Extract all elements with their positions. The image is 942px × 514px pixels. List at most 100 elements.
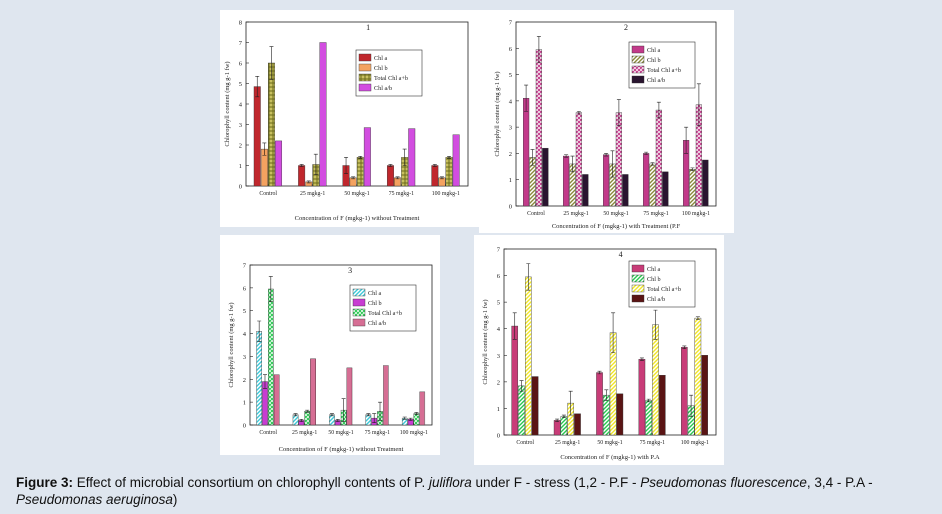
y-tick-label: 1 bbox=[243, 400, 246, 407]
bar-1-2 bbox=[562, 155, 570, 207]
bar-2-2 bbox=[560, 416, 568, 436]
legend-swatch bbox=[631, 294, 645, 303]
bar-3-3 bbox=[615, 112, 623, 207]
error-bar bbox=[561, 414, 566, 419]
y-tick-label: 4 bbox=[509, 98, 513, 105]
caption-text-b: under F - stress (1,2 - P.F - bbox=[471, 475, 641, 490]
legend-entry: Total Chl a+b bbox=[374, 75, 408, 82]
bar-3-1 bbox=[268, 62, 275, 187]
error-bar bbox=[344, 157, 349, 174]
legend-entry: Chl b bbox=[368, 300, 382, 307]
legend-swatch bbox=[631, 45, 645, 54]
y-tick-label: 3 bbox=[239, 122, 242, 129]
error-bar bbox=[402, 416, 407, 420]
y-tick-label: 7 bbox=[243, 263, 247, 270]
bar-3-1 bbox=[525, 276, 532, 436]
error-bar bbox=[378, 401, 383, 421]
bar-4-5 bbox=[452, 134, 460, 187]
error-bar bbox=[262, 142, 267, 156]
legend-entry: Chl a/b bbox=[647, 77, 665, 84]
y-tick-label: 1 bbox=[497, 406, 500, 413]
figure-caption: Figure 3: Effect of microbial consortium… bbox=[16, 474, 936, 508]
bar-1-1 bbox=[523, 98, 530, 207]
error-bar bbox=[257, 320, 262, 342]
bar-4-1 bbox=[542, 147, 549, 207]
bar-4-2 bbox=[310, 358, 316, 426]
error-bar bbox=[447, 155, 452, 159]
x-tick-label: Control bbox=[259, 191, 277, 197]
y-tick-label: 2 bbox=[243, 377, 246, 384]
legend-entry: Total Chl a+b bbox=[647, 67, 681, 74]
bar-3-4 bbox=[652, 324, 659, 436]
bar-4-3 bbox=[622, 174, 629, 207]
x-tick-label: 75 mgkg-1 bbox=[365, 430, 390, 436]
bar-3-5 bbox=[413, 413, 420, 426]
y-tick-label: 6 bbox=[239, 61, 243, 68]
bar-3-5 bbox=[445, 157, 453, 187]
error-bar bbox=[335, 418, 340, 422]
bar-1-2 bbox=[292, 414, 299, 426]
bar-1-5 bbox=[431, 165, 439, 187]
x-tick-label: 100 mgkg-1 bbox=[432, 191, 460, 197]
error-bar bbox=[524, 84, 529, 112]
legend-entry: Chl a bbox=[647, 266, 660, 273]
bar-3-1 bbox=[535, 49, 543, 207]
caption-pf: Pseudomonas fluorescence bbox=[640, 475, 807, 490]
y-tick-label: 0 bbox=[497, 433, 500, 440]
bar-4-4 bbox=[408, 128, 416, 187]
x-tick-label: Control bbox=[527, 211, 545, 217]
error-bar bbox=[341, 398, 346, 422]
error-bar bbox=[604, 389, 609, 401]
y-tick-label: 6 bbox=[509, 46, 513, 53]
y-tick-label: 0 bbox=[239, 184, 242, 191]
x-axis-label: Concentration of F (mgkg-1) with P.A bbox=[560, 454, 660, 461]
error-bar bbox=[519, 380, 524, 392]
legend-swatch bbox=[352, 308, 366, 317]
legend-entry: Chl a/b bbox=[368, 320, 386, 327]
bar-4-5 bbox=[702, 159, 709, 207]
caption-text-d: ) bbox=[172, 492, 178, 507]
error-bar bbox=[526, 263, 531, 291]
bar-4-1 bbox=[275, 140, 283, 187]
caption-label: Figure 3: bbox=[16, 475, 74, 490]
caption-pa: Pseudomonas aeruginosa bbox=[16, 492, 173, 507]
bar-2-4 bbox=[649, 163, 656, 207]
legend-entry: Total Chl a+b bbox=[647, 286, 681, 293]
error-bar bbox=[536, 36, 541, 64]
error-bar bbox=[305, 409, 310, 413]
y-tick-label: 4 bbox=[239, 102, 243, 109]
caption-text-c: , 3,4 - P.A - bbox=[806, 475, 873, 490]
bar-3-1 bbox=[268, 288, 274, 426]
x-tick-label: 25 mgkg-1 bbox=[555, 440, 580, 446]
y-tick-label: 3 bbox=[497, 353, 500, 360]
y-axis-label: Chlorophyll content (mg g-1 fw) bbox=[224, 61, 231, 146]
error-bar bbox=[656, 101, 661, 119]
x-tick-label: 50 mgkg-1 bbox=[597, 440, 622, 446]
error-bar bbox=[696, 83, 701, 127]
error-bar bbox=[555, 418, 560, 423]
error-bar bbox=[329, 413, 334, 417]
error-bar bbox=[402, 148, 407, 166]
bar-4-5 bbox=[701, 355, 708, 436]
legend-swatch bbox=[631, 284, 645, 293]
error-bar bbox=[372, 413, 377, 424]
legend-swatch bbox=[631, 55, 645, 64]
x-axis-label: Concentration of F (mgkg-1) without Trea… bbox=[295, 215, 420, 222]
bar-4-1 bbox=[531, 376, 539, 436]
error-bar bbox=[689, 394, 694, 417]
bar-1-4 bbox=[365, 414, 372, 426]
bar-1-4 bbox=[642, 153, 650, 207]
error-bar bbox=[358, 155, 363, 159]
chart-3-title: 3 bbox=[348, 266, 352, 275]
bar-4-5 bbox=[419, 391, 426, 426]
x-tick-label: 75 mgkg-1 bbox=[640, 440, 665, 446]
y-tick-label: 4 bbox=[497, 326, 501, 333]
error-bar bbox=[597, 370, 602, 375]
bar-3-3 bbox=[356, 157, 364, 187]
error-bar bbox=[299, 418, 304, 422]
y-tick-label: 3 bbox=[243, 354, 246, 361]
error-bar bbox=[408, 417, 413, 421]
x-tick-label: 50 mgkg-1 bbox=[328, 430, 353, 436]
error-bar bbox=[255, 76, 260, 98]
